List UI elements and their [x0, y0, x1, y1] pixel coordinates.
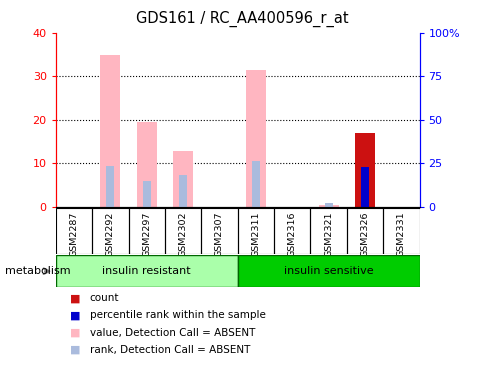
Bar [173, 151, 193, 207]
Text: GSM2326: GSM2326 [360, 211, 369, 257]
Bar [165, 208, 201, 254]
Bar [346, 208, 382, 254]
Bar [318, 205, 338, 207]
Text: GSM2292: GSM2292 [106, 211, 115, 257]
Bar [142, 181, 151, 207]
Text: GSM2307: GSM2307 [214, 211, 224, 257]
Text: GDS161 / RC_AA400596_r_at: GDS161 / RC_AA400596_r_at [136, 11, 348, 27]
Bar [237, 255, 419, 287]
Bar [92, 208, 128, 254]
Text: count: count [90, 293, 119, 303]
Bar [324, 203, 332, 207]
Bar [179, 176, 187, 207]
Bar [354, 133, 374, 207]
Text: insulin resistant: insulin resistant [102, 266, 191, 276]
Bar [251, 161, 259, 207]
Bar [56, 255, 237, 287]
Bar [237, 208, 273, 254]
Text: ■: ■ [70, 345, 81, 355]
Bar [273, 208, 310, 254]
Text: GSM2302: GSM2302 [178, 211, 187, 257]
Text: GSM2287: GSM2287 [69, 211, 78, 257]
Text: metabolism: metabolism [5, 266, 70, 276]
Bar [310, 208, 346, 254]
Bar [136, 122, 156, 207]
Bar [106, 165, 114, 207]
Bar [245, 70, 265, 207]
Text: rank, Detection Call = ABSENT: rank, Detection Call = ABSENT [90, 345, 250, 355]
Bar [382, 208, 419, 254]
Text: GSM2331: GSM2331 [396, 211, 405, 257]
Text: GSM2321: GSM2321 [323, 211, 333, 257]
Text: GSM2316: GSM2316 [287, 211, 296, 257]
Text: GSM2297: GSM2297 [142, 211, 151, 257]
Text: GSM2311: GSM2311 [251, 211, 260, 257]
Text: percentile rank within the sample: percentile rank within the sample [90, 310, 265, 321]
Text: ■: ■ [70, 328, 81, 338]
Bar [56, 208, 92, 254]
Text: insulin sensitive: insulin sensitive [283, 266, 373, 276]
Bar [360, 167, 368, 207]
Bar [201, 208, 237, 254]
Bar [128, 208, 165, 254]
Text: value, Detection Call = ABSENT: value, Detection Call = ABSENT [90, 328, 255, 338]
Bar [100, 55, 120, 207]
Text: ■: ■ [70, 293, 81, 303]
Text: ■: ■ [70, 310, 81, 321]
